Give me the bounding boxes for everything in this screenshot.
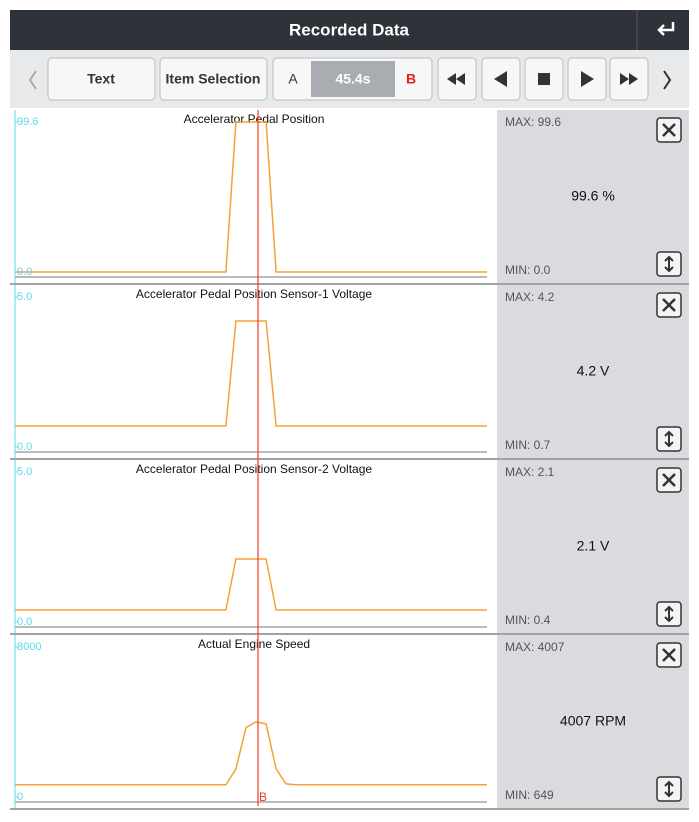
marker-b[interactable]: B: [406, 71, 416, 87]
panel-title: Accelerator Pedal Position Sensor-2 Volt…: [136, 462, 372, 476]
resize-icon: [664, 430, 674, 448]
min-label: MIN: 0.7: [505, 438, 551, 452]
stop-icon: [538, 73, 550, 85]
waveform: [15, 320, 487, 427]
waveform: [15, 721, 487, 786]
y-tick-label: 5.0: [17, 466, 32, 478]
y-tick-label: 5.0: [17, 291, 32, 303]
min-label: MIN: 0.0: [505, 263, 551, 277]
header-bar: [10, 10, 689, 50]
play-icon: [581, 71, 594, 87]
fast-forward-icon: [620, 73, 638, 85]
item-selection-button[interactable]: [159, 57, 268, 101]
next-button[interactable]: [663, 70, 672, 90]
cursor-label: B: [259, 790, 267, 804]
resize-icon: [664, 780, 674, 798]
waveform: [15, 558, 487, 611]
panel-title: Accelerator Pedal Position: [184, 112, 325, 126]
waveform: [15, 121, 487, 273]
y-tick-label: 0.0: [17, 616, 32, 628]
back-button[interactable]: [657, 22, 675, 36]
current-value: 2.1 V: [577, 538, 610, 554]
resize-icon: [664, 255, 674, 273]
plot-area: [10, 635, 497, 808]
time: 45.4s: [335, 71, 370, 87]
text-button-label: Text: [87, 71, 115, 87]
close-icon: [662, 123, 676, 137]
current-value: 99.6 %: [571, 188, 615, 204]
plot-area: [10, 110, 497, 283]
y-tick-label: 0: [17, 791, 23, 803]
plot-area: [10, 285, 497, 458]
panel-title: Actual Engine Speed: [198, 637, 310, 651]
min-label: MIN: 649: [505, 788, 554, 802]
min-label: MIN: 0.4: [505, 613, 551, 627]
y-tick-label: 99.6: [17, 116, 38, 128]
y-tick-label: 0.0: [17, 441, 32, 453]
header-title: Recorded Data: [289, 20, 410, 39]
resize-icon: [664, 605, 674, 623]
item-selection-label: Item Selection: [166, 71, 261, 87]
max-label: MAX: 4.2: [505, 290, 555, 304]
close-icon: [662, 648, 676, 662]
rewind-icon: [447, 73, 465, 85]
current-value: 4.2 V: [577, 363, 610, 379]
text-button[interactable]: [47, 57, 156, 101]
time-box: [311, 61, 395, 97]
y-tick-label: 8000: [17, 641, 41, 653]
step-back-icon: [494, 71, 507, 87]
current-value: 4007 RPM: [560, 713, 626, 729]
y-tick-label: 0.0: [17, 266, 32, 278]
panel-title: Accelerator Pedal Position Sensor-1 Volt…: [136, 287, 372, 301]
prev-button[interactable]: [28, 70, 37, 90]
close-icon: [662, 473, 676, 487]
max-label: MAX: 99.6: [505, 115, 561, 129]
max-label: MAX: 4007: [505, 640, 565, 654]
marker-a[interactable]: A: [288, 71, 298, 87]
plot-area: [10, 460, 497, 633]
close-icon: [662, 298, 676, 312]
max-label: MAX: 2.1: [505, 465, 555, 479]
